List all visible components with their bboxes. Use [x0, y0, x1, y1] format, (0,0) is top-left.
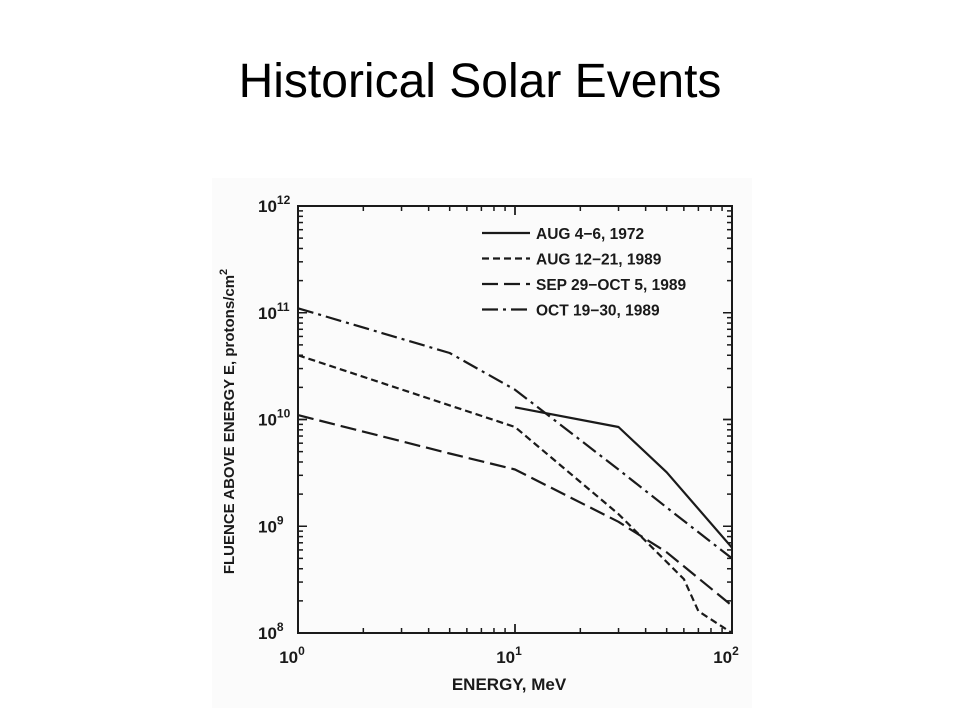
y-tick-label-exponent: 10: [277, 407, 291, 421]
x-tick-label-base: 10: [279, 648, 298, 667]
y-tick-label-exponent: 9: [277, 513, 284, 527]
chart-svg: AUG 4−6, 1972 AUG 12−21, 1989 SEP 29−OCT 5…: [218, 193, 739, 694]
y-tick-label-exponent: 11: [277, 300, 290, 314]
legend-label: AUG 4−6, 1972: [536, 226, 644, 243]
y-tick-label: 1012: [258, 193, 291, 216]
y-tick-label-base: 10: [258, 304, 277, 323]
y-tick-label-base: 10: [258, 624, 277, 643]
legend: AUG 4−6, 1972 AUG 12−21, 1989 SEP 29−OCT 5…: [482, 226, 686, 320]
y-axis-label-superscript: 2: [218, 269, 230, 275]
x-tick-label-base: 10: [496, 648, 515, 667]
y-axis-label: FLUENCE ABOVE ENERGY E, protons/cm2: [218, 269, 238, 574]
x-tick-label: 100: [279, 644, 305, 667]
slide-title: Historical Solar Events: [238, 55, 722, 108]
y-tick-label-exponent: 8: [277, 620, 284, 634]
y-tick-label: 109: [258, 513, 284, 536]
y-tick-label: 108: [258, 620, 284, 643]
series-line-2: [297, 354, 733, 634]
legend-label: SEP 29−OCT 5, 1989: [536, 277, 686, 294]
chart-figure: AUG 4−6, 1972 AUG 12−21, 1989 SEP 29−OCT 5…: [212, 178, 752, 708]
y-tick-label-base: 10: [258, 411, 277, 430]
y-tick-label-exponent: 12: [277, 193, 291, 207]
x-tick-label-exponent: 2: [732, 644, 739, 658]
x-tick-label-base: 10: [713, 648, 732, 667]
legend-label: AUG 12−21, 1989: [536, 252, 662, 269]
x-tick-label: 102: [713, 644, 739, 667]
x-tick-label-exponent: 0: [298, 644, 305, 658]
x-axis-label: ENERGY, MeV: [452, 675, 567, 694]
series-layer: [297, 307, 733, 634]
series-line-3: [297, 414, 733, 607]
y-axis-label-main: FLUENCE ABOVE ENERGY E, protons/cm: [221, 275, 238, 574]
tick-marks: [297, 205, 733, 634]
x-tick-label: 101: [496, 644, 522, 667]
y-tick-label: 1011: [258, 300, 290, 323]
series-line-1: [514, 406, 733, 549]
x-tick-label-exponent: 1: [515, 644, 522, 658]
legend-label: OCT 19−30, 1989: [536, 303, 660, 320]
y-tick-label-base: 10: [258, 517, 277, 536]
plot-frame: [297, 205, 733, 634]
series-line-4: [297, 307, 733, 560]
y-tick-label-base: 10: [258, 197, 277, 216]
y-tick-label: 1010: [258, 407, 291, 430]
